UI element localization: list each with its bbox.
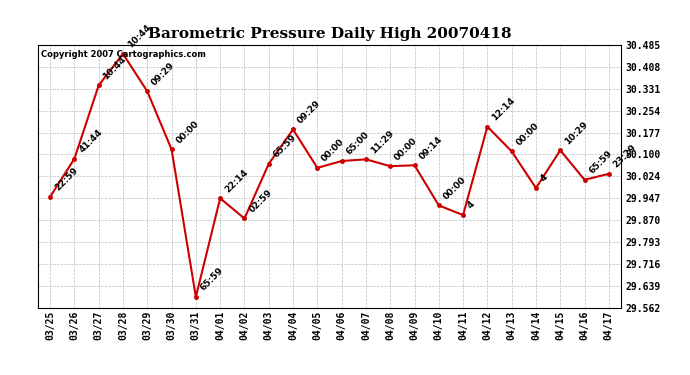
Text: 65:59: 65:59 <box>272 133 298 160</box>
Text: 00:00: 00:00 <box>515 121 541 147</box>
Text: 00:00: 00:00 <box>393 136 420 162</box>
Text: 65:59: 65:59 <box>199 266 226 293</box>
Text: 10:29: 10:29 <box>563 120 590 146</box>
Text: 11:29: 11:29 <box>368 129 395 155</box>
Text: 02:59: 02:59 <box>247 188 274 214</box>
Text: 4: 4 <box>466 200 477 211</box>
Text: 09:14: 09:14 <box>417 135 444 161</box>
Title: Barometric Pressure Daily High 20070418: Barometric Pressure Daily High 20070418 <box>148 27 511 41</box>
Text: 12:14: 12:14 <box>490 96 517 123</box>
Text: 23:29: 23:29 <box>611 143 638 170</box>
Text: 41:44: 41:44 <box>77 128 104 154</box>
Text: 00:00: 00:00 <box>320 138 346 164</box>
Text: Copyright 2007 Cartographics.com: Copyright 2007 Cartographics.com <box>41 50 206 59</box>
Text: 10:44: 10:44 <box>101 54 128 81</box>
Text: 09:29: 09:29 <box>150 60 177 87</box>
Text: 00:00: 00:00 <box>442 175 468 201</box>
Text: 00:00: 00:00 <box>175 119 201 145</box>
Text: 22:59: 22:59 <box>53 166 79 193</box>
Text: 22:14: 22:14 <box>223 167 250 194</box>
Text: 65:00: 65:00 <box>344 130 371 157</box>
Text: 09:29: 09:29 <box>296 99 322 125</box>
Text: 10:44: 10:44 <box>126 23 152 50</box>
Text: 65:59: 65:59 <box>587 149 614 176</box>
Text: 4: 4 <box>539 173 550 184</box>
